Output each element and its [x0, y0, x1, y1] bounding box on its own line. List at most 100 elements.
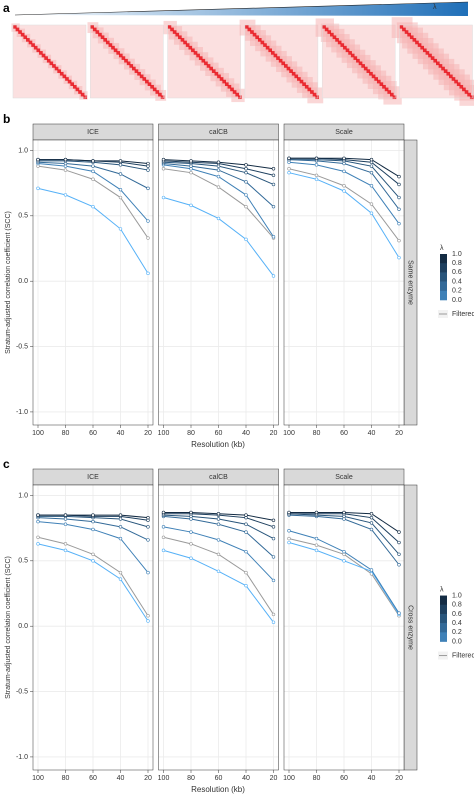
point	[244, 163, 248, 167]
point	[189, 510, 193, 515]
heatmap-diag	[188, 45, 193, 50]
point	[397, 563, 401, 567]
heatmap-diag	[150, 84, 154, 89]
point	[118, 536, 123, 541]
point	[287, 170, 291, 175]
point	[314, 163, 319, 167]
heatmap-diag	[244, 25, 249, 29]
x-tick-label: 40	[117, 430, 125, 437]
heatmap-diag	[467, 92, 471, 97]
heatmap-diag	[134, 69, 139, 73]
heatmap-diag	[278, 58, 283, 63]
colorbar-step	[440, 272, 447, 282]
heatmap-diag	[18, 30, 22, 34]
heatmap-diag	[80, 92, 85, 97]
x-tick-label: 80	[62, 430, 70, 437]
point	[342, 549, 346, 554]
y-tick-label: 0.5	[18, 213, 28, 220]
point	[397, 540, 401, 545]
y-tick-label: -1.0	[16, 754, 28, 761]
point	[271, 555, 276, 559]
y-tick-label: 1.0	[18, 147, 28, 154]
heatmap-diag	[152, 87, 157, 92]
x-tick-label: 100	[32, 430, 44, 437]
heatmap-diag	[100, 35, 105, 40]
legend-label: Filtered	[452, 311, 474, 318]
point	[397, 552, 401, 556]
heatmap-diag	[185, 43, 190, 47]
x-tick-label: 60	[215, 430, 223, 437]
point	[271, 612, 276, 617]
heatmap-diag	[145, 79, 149, 84]
heatmap-diag	[113, 48, 118, 53]
point	[146, 168, 150, 172]
point	[369, 512, 374, 516]
heatmap-diag	[196, 53, 200, 58]
heatmap-diag	[451, 77, 456, 81]
point	[271, 578, 276, 583]
heatmap-diag	[237, 95, 242, 100]
point	[342, 559, 346, 563]
point	[161, 525, 166, 529]
x-tick-label: 80	[313, 775, 321, 782]
heatmap-diag	[371, 74, 376, 79]
heatmap-diag	[379, 82, 384, 87]
heatmap-diag	[454, 79, 458, 84]
heatmap-diag	[459, 84, 464, 89]
point	[244, 513, 248, 517]
point	[118, 525, 123, 529]
heatmap-diag	[340, 43, 345, 47]
heatmap-diag	[20, 32, 25, 37]
heatmap-diag	[230, 87, 234, 92]
heatmap-diag	[206, 64, 211, 68]
point	[342, 169, 346, 174]
point	[63, 193, 68, 197]
legend-label: 0.8	[452, 602, 462, 609]
point	[287, 529, 291, 533]
point	[314, 510, 319, 515]
heatmap-diag	[299, 79, 304, 84]
point	[161, 548, 166, 553]
y-tick-label: 0.0	[18, 278, 28, 285]
point	[146, 271, 150, 276]
legend-label: 1.0	[452, 592, 462, 599]
point	[314, 543, 319, 547]
point	[369, 527, 374, 532]
heatmap-diag	[420, 45, 425, 50]
heatmap-frame	[244, 24, 319, 99]
point	[91, 527, 95, 532]
heatmap-diag	[70, 82, 75, 87]
heatmap-diag	[235, 92, 240, 97]
heatmap-diag	[103, 38, 107, 42]
heatmap-diag	[294, 74, 299, 79]
heatmap-diag	[428, 53, 432, 58]
heatmap-diag	[98, 32, 102, 37]
heatmap-diag	[41, 53, 46, 58]
point	[369, 157, 374, 162]
point	[271, 620, 276, 624]
heatmap-diag	[392, 95, 397, 100]
heatmap-diag	[175, 32, 180, 37]
heatmap-diag	[335, 38, 339, 42]
point	[244, 170, 248, 175]
point	[287, 167, 291, 171]
point	[118, 570, 123, 575]
heatmap-diag	[407, 32, 411, 37]
point	[342, 510, 346, 515]
colorbar-step	[440, 281, 447, 292]
heatmap-diag	[265, 45, 270, 50]
heatmap-diag	[198, 56, 203, 60]
point	[189, 530, 193, 534]
point	[36, 542, 40, 546]
point	[369, 202, 374, 206]
point	[287, 510, 291, 515]
heatmap-diag	[90, 25, 94, 29]
point	[342, 189, 346, 193]
point	[369, 515, 374, 520]
heatmap-diag	[417, 43, 422, 47]
heatmap-diag	[324, 27, 329, 32]
heatmap-diag	[178, 35, 182, 40]
point	[244, 530, 248, 534]
colorbar-step	[440, 604, 447, 615]
heatmap-diag	[464, 90, 469, 94]
